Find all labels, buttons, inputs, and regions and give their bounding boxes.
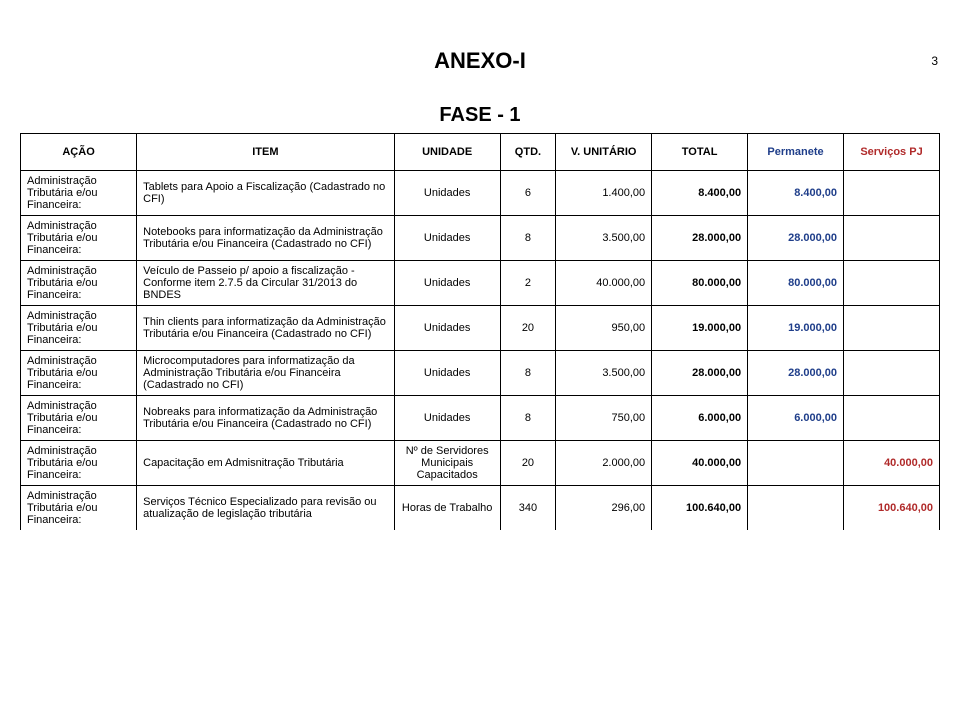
cell-acao: Administração Tributária e/ou Financeira… (21, 396, 137, 441)
cell-acao: Administração Tributária e/ou Financeira… (21, 171, 137, 216)
cell-unit: 1.400,00 (556, 171, 652, 216)
table-header-row: AÇÃO ITEM UNIDADE QTD. V. UNITÁRIO TOTAL… (21, 134, 940, 171)
cell-total: 40.000,00 (652, 441, 748, 486)
cell-serv: 100.640,00 (844, 486, 940, 531)
cell-unit: 2.000,00 (556, 441, 652, 486)
cell-item: Nobreaks para informatização da Administ… (137, 396, 395, 441)
cell-perm: 28.000,00 (748, 216, 844, 261)
cell-perm (748, 486, 844, 531)
th-servicos: Serviços PJ (844, 134, 940, 171)
table-row: Administração Tributária e/ou Financeira… (21, 306, 940, 351)
cell-unit: 750,00 (556, 396, 652, 441)
table-row: Administração Tributária e/ou Financeira… (21, 486, 940, 531)
cell-qtd: 8 (500, 216, 556, 261)
th-unidade: UNIDADE (394, 134, 500, 171)
cell-qtd: 20 (500, 441, 556, 486)
cell-qtd: 20 (500, 306, 556, 351)
table-row: Administração Tributária e/ou Financeira… (21, 351, 940, 396)
th-item: ITEM (137, 134, 395, 171)
cell-acao: Administração Tributária e/ou Financeira… (21, 306, 137, 351)
table-row: Administração Tributária e/ou Financeira… (21, 261, 940, 306)
cell-total: 6.000,00 (652, 396, 748, 441)
cell-perm: 6.000,00 (748, 396, 844, 441)
cell-item: Thin clients para informatização da Admi… (137, 306, 395, 351)
cell-total: 80.000,00 (652, 261, 748, 306)
table-body: Administração Tributária e/ou Financeira… (21, 171, 940, 531)
anexo-table: AÇÃO ITEM UNIDADE QTD. V. UNITÁRIO TOTAL… (20, 133, 940, 530)
cell-total: 8.400,00 (652, 171, 748, 216)
page: { "page_number": "3", "heading": "ANEXO-… (0, 48, 960, 725)
cell-qtd: 340 (500, 486, 556, 531)
cell-serv (844, 351, 940, 396)
cell-unid: Unidades (394, 216, 500, 261)
cell-item: Notebooks para informatização da Adminis… (137, 216, 395, 261)
cell-perm: 19.000,00 (748, 306, 844, 351)
cell-total: 100.640,00 (652, 486, 748, 531)
cell-perm: 80.000,00 (748, 261, 844, 306)
cell-serv (844, 216, 940, 261)
cell-qtd: 8 (500, 396, 556, 441)
table-row: Administração Tributária e/ou Financeira… (21, 216, 940, 261)
cell-perm: 8.400,00 (748, 171, 844, 216)
cell-perm (748, 441, 844, 486)
cell-acao: Administração Tributária e/ou Financeira… (21, 216, 137, 261)
cell-serv (844, 261, 940, 306)
cell-unid: Unidades (394, 171, 500, 216)
cell-unit: 3.500,00 (556, 216, 652, 261)
cell-unit: 296,00 (556, 486, 652, 531)
cell-total: 28.000,00 (652, 216, 748, 261)
cell-acao: Administração Tributária e/ou Financeira… (21, 351, 137, 396)
th-qtd: QTD. (500, 134, 556, 171)
table-row: Administração Tributária e/ou Financeira… (21, 396, 940, 441)
th-total: TOTAL (652, 134, 748, 171)
cell-unit: 3.500,00 (556, 351, 652, 396)
cell-item: Serviços Técnico Especializado para revi… (137, 486, 395, 531)
cell-item: Microcomputadores para informatização da… (137, 351, 395, 396)
th-permanente: Permanete (748, 134, 844, 171)
fase-subheading: FASE - 1 (0, 104, 960, 127)
cell-unid: Horas de Trabalho (394, 486, 500, 531)
cell-serv: 40.000,00 (844, 441, 940, 486)
cell-total: 28.000,00 (652, 351, 748, 396)
cell-item: Tablets para Apoio a Fiscalização (Cadas… (137, 171, 395, 216)
cell-unid: Unidades (394, 351, 500, 396)
anexo-heading: ANEXO-I (0, 48, 960, 74)
cell-qtd: 6 (500, 171, 556, 216)
cell-acao: Administração Tributária e/ou Financeira… (21, 486, 137, 531)
cell-qtd: 2 (500, 261, 556, 306)
table-row: Administração Tributária e/ou Financeira… (21, 441, 940, 486)
cell-unid: Unidades (394, 396, 500, 441)
th-unitario: V. UNITÁRIO (556, 134, 652, 171)
th-acao: AÇÃO (21, 134, 137, 171)
cell-qtd: 8 (500, 351, 556, 396)
cell-acao: Administração Tributária e/ou Financeira… (21, 441, 137, 486)
cell-total: 19.000,00 (652, 306, 748, 351)
cell-unid: Unidades (394, 306, 500, 351)
cell-serv (844, 306, 940, 351)
cell-perm: 28.000,00 (748, 351, 844, 396)
cell-unit: 40.000,00 (556, 261, 652, 306)
cell-serv (844, 396, 940, 441)
table-row: Administração Tributária e/ou Financeira… (21, 171, 940, 216)
cell-unid: Nº de Servidores Municipais Capacitados (394, 441, 500, 486)
cell-item: Veículo de Passeio p/ apoio a fiscalizaç… (137, 261, 395, 306)
cell-unit: 950,00 (556, 306, 652, 351)
cell-acao: Administração Tributária e/ou Financeira… (21, 261, 137, 306)
cell-item: Capacitação em Admisnitração Tributária (137, 441, 395, 486)
cell-unid: Unidades (394, 261, 500, 306)
cell-serv (844, 171, 940, 216)
page-number: 3 (931, 54, 938, 68)
